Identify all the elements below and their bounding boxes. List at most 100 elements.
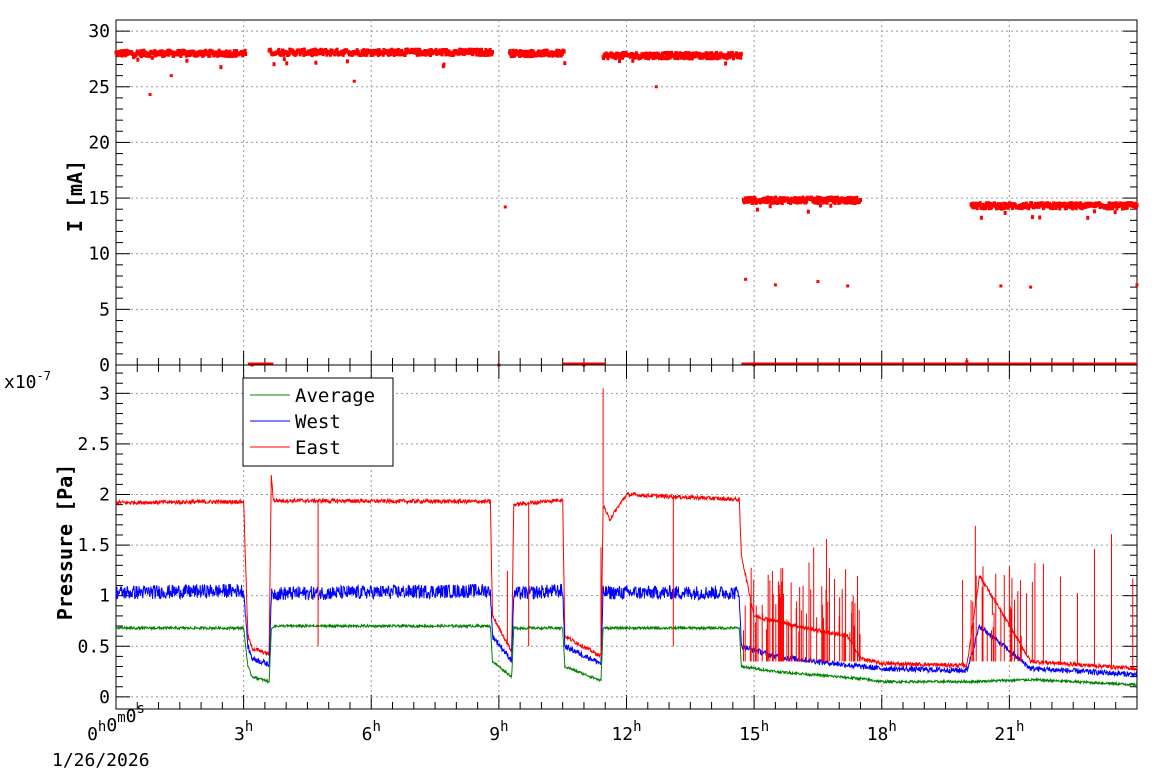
current-y-tick-label: 25 — [88, 77, 110, 98]
current-data-point — [855, 195, 859, 200]
current-data-point — [858, 198, 862, 203]
current-data-point — [805, 199, 809, 204]
current-data-point — [517, 49, 521, 54]
current-data-point — [385, 49, 389, 54]
current-data-point — [441, 48, 445, 53]
current-data-point — [176, 48, 180, 53]
legend-box — [242, 377, 394, 467]
current-data-point — [998, 206, 1002, 211]
current-data-point — [1051, 206, 1055, 211]
pressure-y-tick-label: 2 — [99, 485, 110, 506]
current-data-point — [160, 49, 164, 54]
current-data-point — [427, 48, 431, 53]
current-data-point — [195, 50, 199, 55]
current-data-point — [185, 58, 189, 63]
current-data-point — [208, 53, 212, 58]
current-data-point — [192, 49, 196, 54]
current-data-point — [228, 49, 232, 54]
legend: Average West East — [242, 377, 394, 467]
current-data-point — [486, 49, 490, 54]
current-data-point — [165, 52, 169, 57]
current-data-point — [773, 283, 777, 287]
current-data-point — [523, 53, 527, 58]
current-data-point — [975, 206, 979, 211]
current-data-point — [216, 53, 220, 58]
current-data-point — [328, 52, 332, 57]
current-data-point — [984, 206, 988, 211]
current-data-point — [816, 280, 820, 284]
current-data-point — [652, 51, 656, 56]
current-data-point — [189, 52, 193, 57]
current-data-point — [1115, 206, 1119, 211]
current-data-point — [1120, 206, 1124, 211]
current-data-point — [381, 52, 385, 57]
current-data-point — [178, 51, 182, 56]
current-data-point — [457, 51, 461, 56]
pressure-y-tick-label: 1.5 — [77, 535, 110, 556]
current-data-point — [797, 199, 801, 204]
current-data-point — [817, 200, 821, 205]
current-data-point — [1086, 215, 1090, 220]
current-data-point — [429, 47, 433, 52]
current-data-point — [1083, 205, 1087, 210]
current-data-point — [341, 52, 345, 57]
current-data-point — [178, 48, 182, 53]
current-data-point — [123, 49, 127, 54]
current-data-point — [375, 48, 379, 53]
current-data-point — [1038, 215, 1042, 220]
current-data-point — [135, 49, 139, 54]
current-data-point — [818, 195, 822, 200]
current-data-point — [846, 284, 850, 288]
current-data-point — [345, 59, 349, 64]
current-data-point — [999, 284, 1003, 288]
current-data-point — [167, 52, 171, 57]
current-data-point — [459, 48, 463, 53]
current-data-point — [169, 74, 173, 78]
current-data-point — [490, 49, 494, 54]
current-data-point — [815, 198, 819, 203]
current-data-point — [352, 79, 356, 83]
current-data-point — [602, 56, 606, 61]
current-data-point — [1024, 201, 1028, 206]
current-data-point — [144, 50, 148, 55]
current-data-point — [672, 52, 676, 57]
current-data-point — [302, 47, 306, 52]
current-data-point — [659, 53, 663, 58]
current-data-point — [849, 200, 853, 205]
current-data-point — [765, 200, 769, 205]
current-data-point — [667, 51, 671, 56]
current-data-point — [739, 55, 743, 60]
current-data-point — [526, 52, 530, 57]
current-data-point — [665, 56, 669, 61]
current-data-point — [429, 53, 433, 58]
current-data-point — [731, 51, 735, 56]
current-data-point — [1113, 210, 1117, 215]
current-data-point — [490, 52, 494, 57]
current-data-point — [503, 205, 507, 209]
current-data-point — [630, 52, 634, 57]
current-data-point — [1029, 285, 1033, 289]
current-data-point — [179, 52, 183, 57]
current-data-point — [480, 50, 484, 55]
current-data-point — [1092, 209, 1096, 214]
current-data-point — [1085, 204, 1089, 209]
current-data-point — [693, 54, 697, 59]
current-data-point — [1124, 201, 1128, 206]
current-data-point — [511, 48, 515, 53]
x-tick-label: 18h — [867, 719, 897, 745]
current-data-point — [224, 49, 228, 54]
current-data-point — [1092, 204, 1096, 209]
current-data-point — [780, 196, 784, 201]
current-data-point — [475, 47, 479, 52]
current-data-point — [1063, 201, 1067, 206]
current-data-point — [845, 200, 849, 205]
current-data-point — [981, 202, 985, 207]
current-data-point — [478, 48, 482, 53]
current-data-point — [546, 50, 550, 55]
current-data-point — [150, 55, 154, 60]
current-data-point — [1030, 215, 1034, 220]
current-data-point — [1054, 206, 1058, 211]
current-data-point — [1114, 201, 1118, 206]
current-data-point — [676, 56, 680, 61]
current-y-tick-label: 30 — [88, 21, 110, 42]
